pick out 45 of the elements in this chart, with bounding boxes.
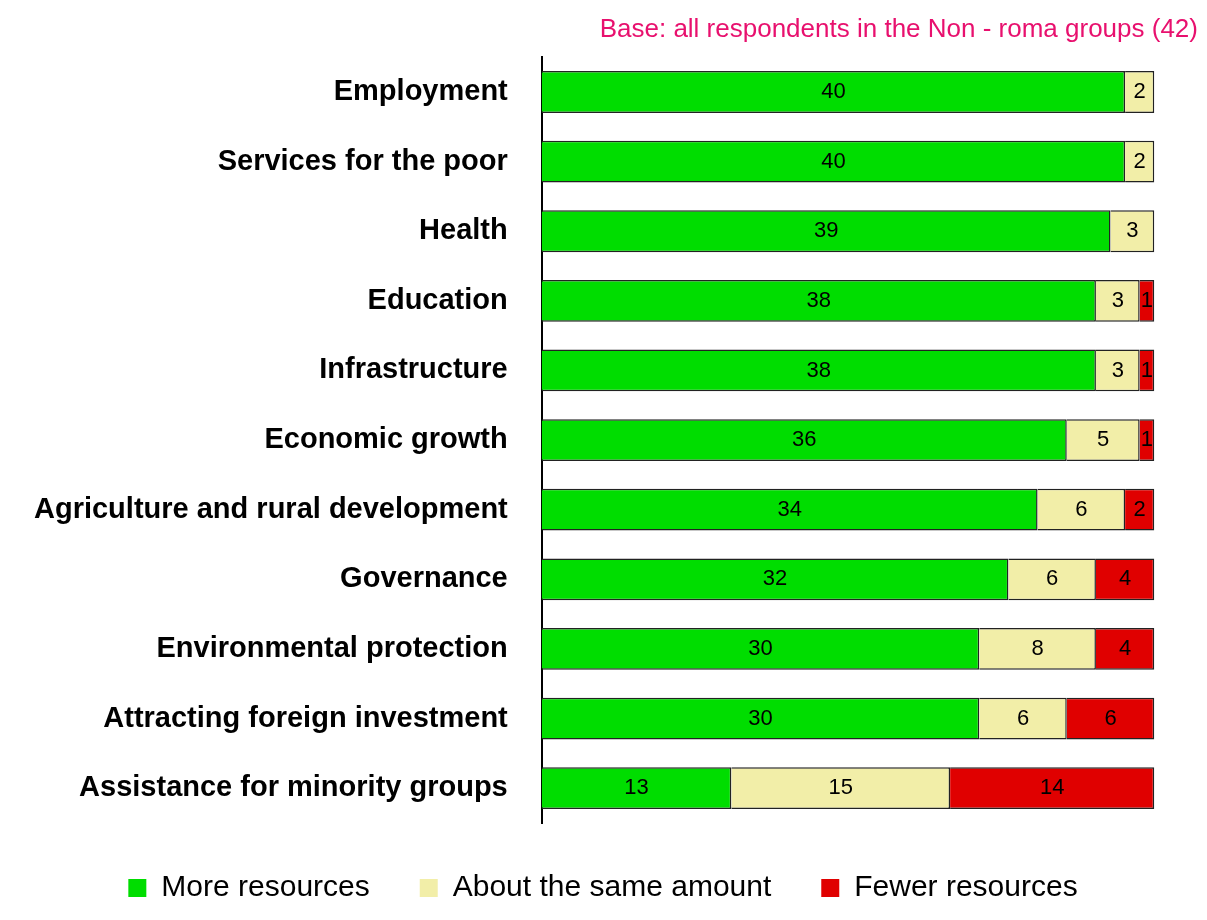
chart-title: Base: all respondents in the Non - roma groups (42) bbox=[599, 12, 1198, 43]
data-label: 36 bbox=[792, 426, 817, 452]
data-label: 2 bbox=[1133, 495, 1146, 521]
data-label: 1 bbox=[1140, 356, 1154, 382]
data-label: 1 bbox=[1140, 426, 1154, 452]
data-label: 6 bbox=[1075, 495, 1088, 521]
legend-label: More resources bbox=[161, 869, 370, 903]
data-label: 3 bbox=[1126, 217, 1139, 243]
legend-label: About the same amount bbox=[452, 869, 772, 903]
data-label: 40 bbox=[821, 78, 846, 104]
y-tick-label: Assistance for minority groups bbox=[79, 770, 508, 803]
data-label: 4 bbox=[1118, 565, 1132, 591]
data-label: 5 bbox=[1097, 426, 1110, 452]
legend-label: Fewer resources bbox=[854, 869, 1078, 903]
data-label: 38 bbox=[806, 286, 832, 312]
y-tick-label: Attracting foreign investment bbox=[103, 700, 509, 733]
data-label: 38 bbox=[806, 356, 832, 382]
y-tick-label: Environmental protection bbox=[156, 630, 508, 663]
y-tick-label: Health bbox=[419, 213, 508, 246]
data-label: 14 bbox=[1039, 774, 1065, 800]
data-label: 30 bbox=[748, 635, 773, 661]
y-tick-label: Infrastructure bbox=[319, 352, 508, 385]
data-label: 2 bbox=[1133, 78, 1146, 104]
data-label: 13 bbox=[624, 774, 649, 800]
data-label: 30 bbox=[748, 704, 773, 730]
data-label: 3 bbox=[1111, 356, 1124, 382]
y-tick-label: Education bbox=[367, 282, 508, 315]
data-label: 8 bbox=[1031, 635, 1044, 661]
y-tick-label: Employment bbox=[333, 74, 509, 107]
data-label: 34 bbox=[777, 495, 802, 521]
data-label: 39 bbox=[813, 217, 839, 243]
y-tick-label: Services for the poor bbox=[217, 143, 508, 176]
y-tick-label: Agriculture and rural development bbox=[33, 491, 509, 524]
data-label: 2 bbox=[1133, 147, 1146, 173]
data-label: 4 bbox=[1118, 635, 1132, 661]
data-label: 3 bbox=[1111, 286, 1124, 312]
y-tick-label: Governance bbox=[340, 561, 508, 594]
y-tick-label: Economic growth bbox=[264, 422, 508, 455]
data-label: 6 bbox=[1046, 565, 1059, 591]
data-label: 6 bbox=[1104, 704, 1117, 730]
data-label: 32 bbox=[762, 565, 788, 591]
data-label: 15 bbox=[828, 774, 853, 800]
data-label: 40 bbox=[821, 147, 846, 173]
data-label: 1 bbox=[1140, 286, 1154, 312]
data-label: 6 bbox=[1016, 704, 1030, 730]
